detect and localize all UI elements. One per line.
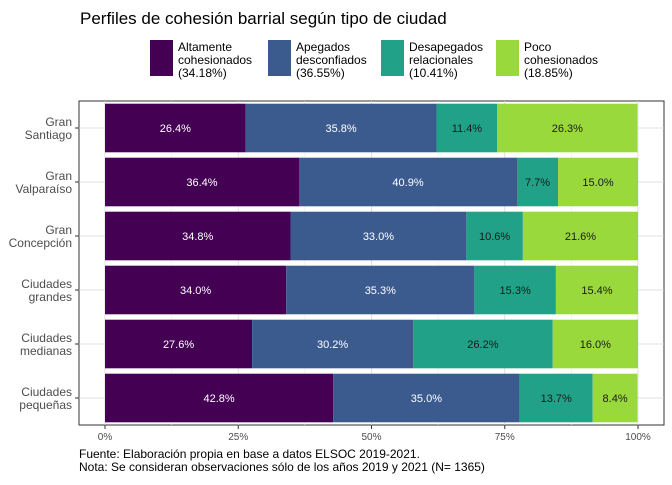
y-tick-label: Ciudades grandes: [21, 277, 72, 304]
bar-segment: [474, 265, 556, 315]
legend: Altamente cohesionados (34.18%) Apegados des…: [150, 40, 598, 80]
bar-value-label: 34.8%: [182, 231, 213, 243]
bar-value-label: 36.4%: [186, 177, 217, 189]
bar-value-label: 35.8%: [326, 123, 357, 135]
bar-segment: [333, 373, 520, 423]
legend-swatch: [150, 40, 173, 76]
legend-label: Altamente cohesionados (34.18%): [178, 40, 252, 80]
x-tick-label: 50%: [361, 432, 381, 443]
bar-segment: [290, 211, 467, 261]
bar-segment: [558, 157, 638, 207]
bar-value-label: 27.6%: [163, 339, 194, 351]
y-tick-label: Ciudades pequeñas: [19, 385, 72, 412]
bar-value-label: 15.4%: [581, 285, 612, 297]
bar-segment: [105, 373, 334, 423]
legend-label: Apegados desconfiados (36.55%): [296, 40, 367, 80]
legend-swatch: [496, 40, 519, 76]
x-tick-label: 100%: [625, 432, 651, 443]
bar-value-label: 26.3%: [552, 123, 583, 135]
x-tick-label: 25%: [228, 432, 248, 443]
bar-value-label: 35.0%: [411, 393, 442, 405]
bar-segment: [105, 211, 291, 261]
bar-segment: [105, 265, 287, 315]
bar-value-label: 34.0%: [180, 285, 211, 297]
bar-segment: [497, 103, 638, 153]
x-tick-label: 75%: [495, 432, 515, 443]
bar-value-label: 15.0%: [582, 177, 613, 189]
bar-value-label: 7.7%: [525, 177, 550, 189]
bar-segment: [245, 103, 437, 153]
legend-swatch: [381, 40, 404, 76]
bar-segment: [105, 157, 300, 207]
bars: 26.4% 35.8% 11.4% 26.3% 36.4% 40.9% 7.7% 15.0% 3…: [105, 103, 638, 423]
bar-value-label: 26.4%: [160, 123, 191, 135]
bar-segment: [252, 319, 414, 369]
y-tick-label: Gran Santiago: [25, 115, 73, 142]
bar-segment: [413, 319, 553, 369]
legend-label: Poco cohesionados (18.85%): [524, 40, 598, 80]
bar-segment: [436, 103, 498, 153]
bar-value-label: 40.9%: [392, 177, 423, 189]
bar-segment: [286, 265, 475, 315]
chart-title: Perfiles de cohesión barrial según tipo …: [80, 9, 447, 28]
bar-segment: [592, 373, 638, 423]
bar-value-label: 13.7%: [541, 393, 572, 405]
bar-value-label: 42.8%: [203, 393, 234, 405]
bar-value-label: 11.4%: [452, 123, 483, 135]
y-tick-label: Ciudades medianas: [20, 331, 72, 358]
caption-source: Fuente: Elaboración propia en base a dat…: [79, 447, 420, 461]
caption-note: Nota: Se consideran observaciones sólo d…: [79, 460, 485, 474]
bar-value-label: 35.3%: [365, 285, 396, 297]
legend-swatch: [268, 40, 291, 76]
bar-value-label: 15.3%: [500, 285, 531, 297]
bar-segment: [522, 211, 638, 261]
bar-segment: [105, 103, 246, 153]
bar-value-label: 26.2%: [467, 339, 498, 351]
bar-value-label: 21.6%: [565, 231, 596, 243]
bar-value-label: 10.6%: [479, 231, 510, 243]
legend-label: Desapegados relacionales (10.41%): [409, 40, 483, 80]
bar-value-label: 33.0%: [363, 231, 394, 243]
bar-segment: [517, 157, 559, 207]
bar-segment: [466, 211, 523, 261]
bar-value-label: 8.4%: [603, 393, 628, 405]
bar-segment: [552, 319, 638, 369]
x-tick-label: 0%: [98, 432, 113, 443]
y-tick-label: Gran Concepción: [9, 223, 72, 250]
bar-segment: [555, 265, 638, 315]
y-tick-label: Gran Valparaíso: [16, 169, 73, 196]
bar-value-label: 16.0%: [580, 339, 611, 351]
bar-segment: [519, 373, 593, 423]
axes: Gran Santiago Gran Valparaíso Gran Concepción…: [9, 115, 651, 443]
bar-value-label: 30.2%: [317, 339, 348, 351]
bar-segment: [299, 157, 518, 207]
bar-segment: [105, 319, 253, 369]
